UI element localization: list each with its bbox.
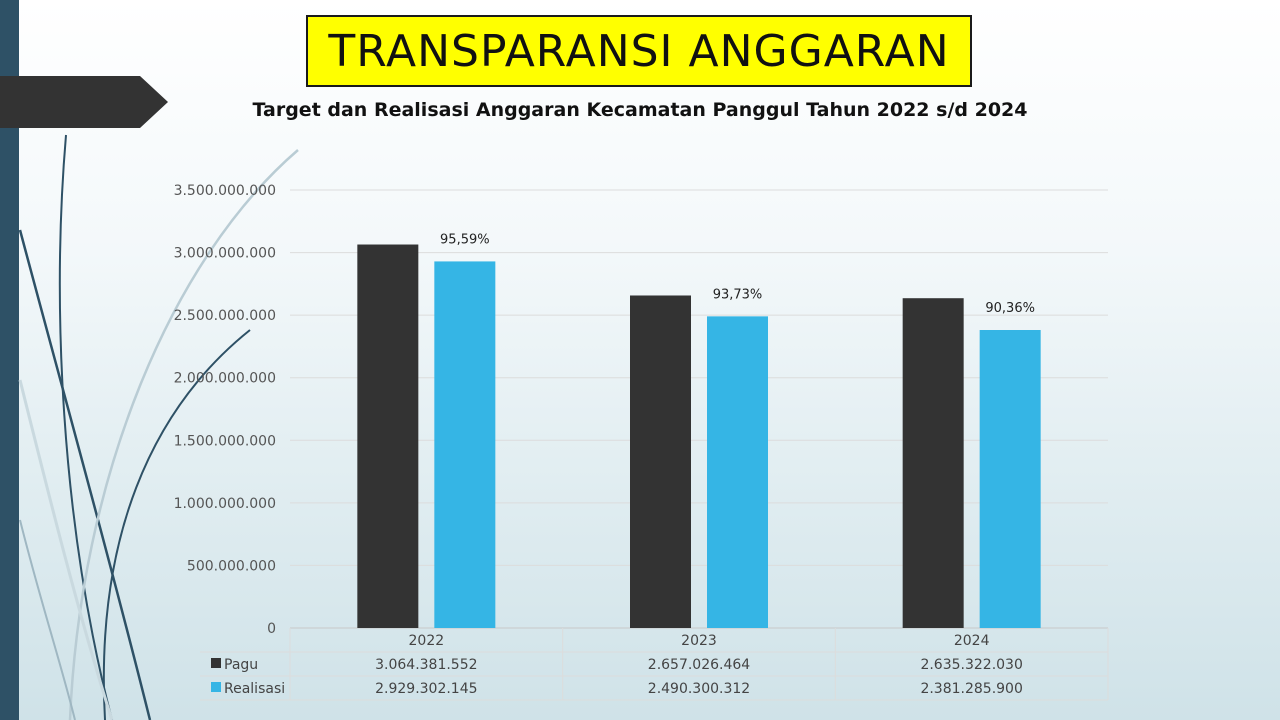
y-tick-label: 3.500.000.000 [174, 183, 276, 199]
table-value: 2.381.285.900 [920, 681, 1022, 697]
bar-pagu-2022 [357, 244, 419, 629]
percent-label: 90,36% [985, 301, 1035, 316]
percent-label: 93,73% [713, 287, 763, 302]
y-tick-label: 2.000.000.000 [174, 371, 276, 387]
chart-subtitle: Target dan Realisasi Anggaran Kecamatan … [252, 99, 1028, 121]
bar-realisasi-2023 [707, 316, 768, 628]
legend-swatch-realisasi [211, 682, 221, 692]
decorative-curves [18, 134, 299, 720]
bar-pagu-2024 [902, 298, 964, 628]
arrow-tab [0, 76, 168, 128]
y-tick-label: 3.000.000.000 [174, 246, 276, 262]
slide-title: TRANSPARANSI ANGGARAN [306, 15, 972, 87]
percent-label: 95,59% [440, 232, 490, 247]
table-value: 2.490.300.312 [648, 681, 750, 697]
bar-pagu-2023 [630, 295, 691, 628]
table-value: 3.064.381.552 [375, 657, 477, 673]
left-accent-bar [0, 0, 19, 720]
table-value: 2.929.302.145 [375, 681, 477, 697]
category-label: 2022 [409, 633, 445, 649]
y-tick-label: 1.000.000.000 [174, 496, 276, 512]
bar-realisasi-2024 [979, 329, 1041, 628]
legend-label: Pagu [224, 657, 258, 673]
category-label: 2024 [954, 633, 990, 649]
category-label: 2023 [681, 633, 717, 649]
y-tick-label: 500.000.000 [187, 558, 276, 574]
table-value: 2.635.322.030 [920, 657, 1022, 673]
bar-realisasi-2022 [434, 261, 496, 628]
table-value: 2.657.026.464 [648, 657, 751, 673]
y-tick-label: 1.500.000.000 [174, 433, 276, 449]
legend-label: Realisasi [224, 681, 285, 697]
y-tick-label: 0 [267, 621, 276, 637]
y-tick-label: 2.500.000.000 [174, 308, 276, 324]
legend-swatch-pagu [211, 658, 221, 668]
